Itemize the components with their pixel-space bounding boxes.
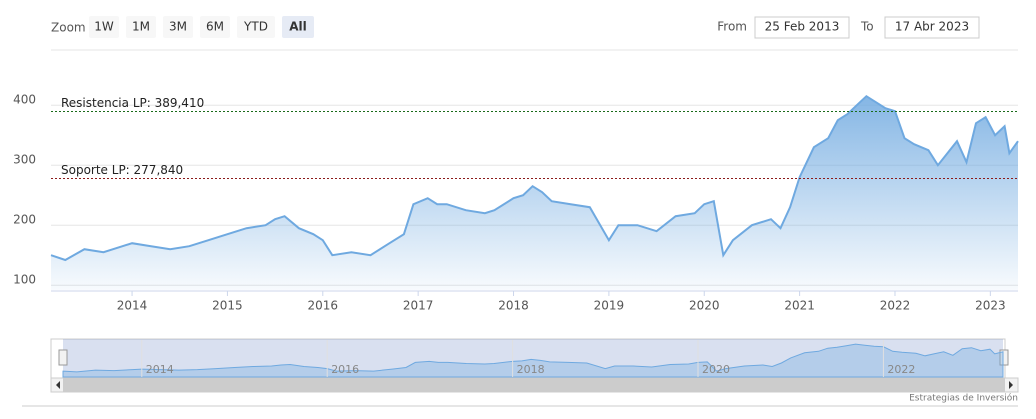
scroll-right[interactable] <box>1009 381 1013 389</box>
range-button-label[interactable]: 1M <box>132 20 150 34</box>
range-button-label[interactable]: 3M <box>169 20 187 34</box>
plot-line-label: Resistencia LP: 389,410 <box>61 96 204 110</box>
x-tick-label: 2014 <box>117 299 148 313</box>
range-button-label[interactable]: 1W <box>94 20 114 34</box>
y-tick-label: 400 <box>13 93 36 107</box>
navigator-tick-label: 2020 <box>702 363 730 376</box>
from-input[interactable] <box>754 16 850 39</box>
range-button-label[interactable]: YTD <box>243 20 268 34</box>
x-tick-label: 2023 <box>975 299 1006 313</box>
x-tick-label: 2021 <box>784 299 815 313</box>
range-button[interactable] <box>89 16 119 38</box>
navigator-handle[interactable] <box>999 349 1009 366</box>
zoom-label: Zoom <box>51 21 86 35</box>
navigator-area <box>62 343 1004 378</box>
scroll-left[interactable] <box>56 381 60 389</box>
x-tick-label: 2017 <box>403 299 434 313</box>
scrollbar-thumb[interactable] <box>63 378 1005 392</box>
plot-line-label: Soporte LP: 277,840 <box>61 163 183 177</box>
range-button[interactable] <box>200 16 230 38</box>
y-tick-label: 100 <box>13 273 36 287</box>
range-button[interactable] <box>282 16 314 38</box>
x-tick-label: 2015 <box>212 299 243 313</box>
to-label: To <box>860 20 874 34</box>
x-tick-label: 2019 <box>594 299 625 313</box>
range-buttons: 1W 1M 3M 6M YTD All <box>89 16 314 38</box>
x-tick-label: 2020 <box>689 299 720 313</box>
credits: Estrategias de Inversión <box>909 393 1018 404</box>
x-tick-label: 2022 <box>880 299 911 313</box>
y-tick-label: 300 <box>13 153 36 167</box>
range-button-label[interactable]: All <box>289 20 307 34</box>
y-tick-label: 200 <box>13 213 36 227</box>
x-tick-label: 2018 <box>498 299 529 313</box>
from-label: From <box>717 20 747 34</box>
navigator-tick-label: 2022 <box>887 363 915 376</box>
navigator-tick-label: 2016 <box>331 363 359 376</box>
range-button[interactable] <box>126 16 156 38</box>
navigator-handle[interactable] <box>58 349 68 366</box>
range-button[interactable] <box>163 16 193 38</box>
area-fill <box>51 96 1018 290</box>
to-value[interactable]: 17 Abr 2023 <box>895 20 969 34</box>
area-line <box>50 94 1019 262</box>
navigator-tick-label: 2018 <box>517 363 545 376</box>
range-button[interactable] <box>237 16 275 38</box>
range-button-label[interactable]: 6M <box>206 20 224 34</box>
from-value[interactable]: 25 Feb 2013 <box>765 20 840 34</box>
x-tick-label: 2016 <box>308 299 339 313</box>
to-input[interactable] <box>884 16 980 39</box>
navigator-tick-label: 2014 <box>146 363 174 376</box>
